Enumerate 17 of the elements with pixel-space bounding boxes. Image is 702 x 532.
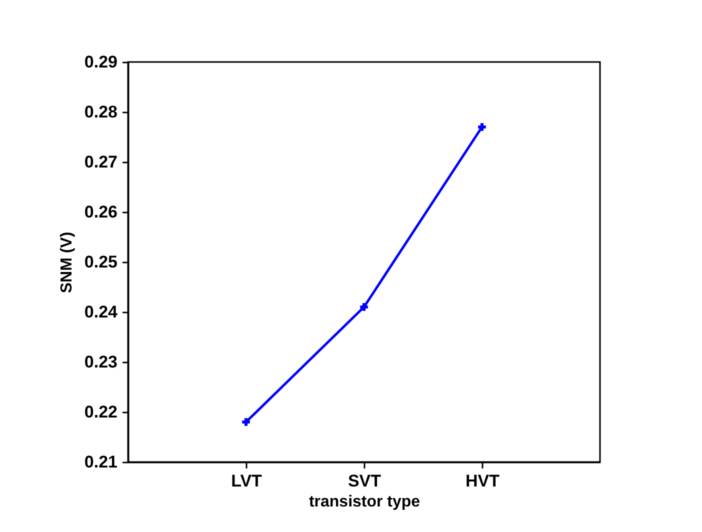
y-tick-label: 0.27 bbox=[84, 152, 118, 172]
y-tick-label: 0.21 bbox=[84, 452, 118, 472]
point bbox=[242, 418, 250, 426]
y-tick-label: 0.28 bbox=[84, 102, 118, 122]
point bbox=[360, 303, 368, 311]
y-axis-title: SNM (V) bbox=[58, 232, 76, 294]
y-tick-label: 0.26 bbox=[84, 202, 118, 222]
x-tick-label: SVT bbox=[348, 472, 382, 490]
x-axis-title: transistor type bbox=[308, 494, 420, 510]
y-tick-label: 0.23 bbox=[84, 352, 118, 372]
x-tick-label: HVT bbox=[466, 472, 500, 490]
y-tick-label: 0.22 bbox=[84, 402, 118, 422]
x-tick-label: LVT bbox=[231, 472, 263, 490]
point bbox=[478, 123, 486, 131]
y-tick-label: 0.24 bbox=[84, 302, 118, 322]
y-tick-label: 0.29 bbox=[84, 52, 118, 72]
y-tick-label: 0.25 bbox=[84, 252, 118, 272]
